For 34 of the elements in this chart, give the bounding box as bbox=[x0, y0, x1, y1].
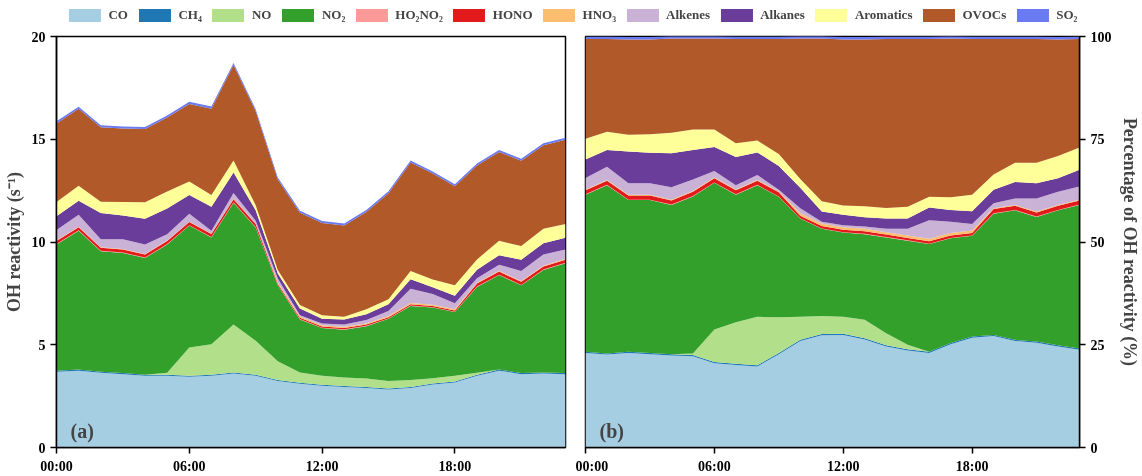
y-axis-title: OH reactivity (s⁻¹) bbox=[3, 171, 25, 313]
y2-tick-label: 75 bbox=[1090, 132, 1105, 148]
y-tick-label: 15 bbox=[31, 132, 46, 148]
legend-label: Alkenes bbox=[666, 7, 711, 23]
x-tick-label: 12:00 bbox=[305, 458, 339, 474]
y2-axis-title: Percentage of OH reactivity (%) bbox=[1118, 117, 1140, 367]
y-tick-label: 10 bbox=[31, 235, 46, 250]
legend-label: HONO bbox=[492, 7, 533, 23]
legend-label: HNO₃ bbox=[582, 7, 617, 23]
x-tick-label: 06:00 bbox=[698, 458, 731, 474]
legend-label: CO bbox=[108, 7, 129, 23]
legend-label: Alkanes bbox=[760, 7, 805, 23]
legend-label: HO₂NO₂ bbox=[395, 7, 443, 23]
y-tick-label: 20 bbox=[31, 29, 46, 45]
x-tick-label: 18:00 bbox=[438, 458, 472, 474]
legend-label: CH₄ bbox=[178, 7, 202, 23]
legend-label: OVOCs bbox=[962, 7, 1007, 23]
x-tick-label: 00:00 bbox=[40, 458, 73, 474]
legend-label: NO₂ bbox=[321, 7, 346, 23]
annotation: (b) bbox=[599, 419, 624, 443]
y-tick-label: 0 bbox=[38, 440, 46, 456]
legend-label: SO₂ bbox=[1056, 7, 1078, 23]
x-tick-label: 00:00 bbox=[575, 458, 609, 474]
legend-label: Aromatics bbox=[854, 7, 913, 23]
y2-tick-label: 25 bbox=[1090, 337, 1105, 353]
y2-tick-label: 0 bbox=[1090, 440, 1098, 456]
legend-label: NO bbox=[251, 7, 272, 23]
y-tick-label: 5 bbox=[38, 337, 46, 353]
y2-tick-label: 100 bbox=[1090, 29, 1112, 45]
x-tick-label: 18:00 bbox=[955, 458, 989, 474]
x-tick-label: 12:00 bbox=[826, 458, 860, 474]
y2-tick-label: 50 bbox=[1090, 235, 1105, 250]
annotation: (a) bbox=[70, 419, 94, 443]
x-tick-label: 06:00 bbox=[172, 458, 206, 474]
